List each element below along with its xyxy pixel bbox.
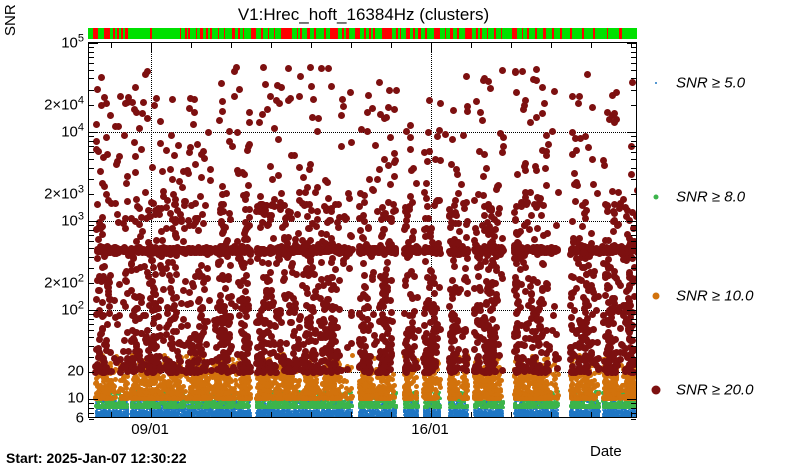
y-axis-label-exponent: 5 (78, 33, 84, 45)
status-bar-segment (396, 28, 398, 39)
status-bar-segment (188, 28, 189, 39)
status-bar-segment (364, 28, 366, 39)
status-bar-segment (465, 28, 473, 39)
y-axis-label: 6 (76, 410, 84, 427)
status-bar-segment (619, 28, 621, 39)
status-bar-segment (121, 28, 123, 39)
y-axis-label-exponent: 4 (78, 122, 84, 134)
y-axis-label-base: 2×10 (44, 275, 78, 292)
status-bar-segment (355, 28, 359, 39)
status-bar-segment (238, 28, 240, 39)
status-bar-segment (281, 28, 292, 39)
status-bar-segment (450, 28, 452, 39)
status-bar-segment (535, 28, 537, 39)
y-axis-label-base: 20 (67, 363, 84, 380)
status-bar-segment (418, 28, 420, 39)
plot-frame (88, 42, 637, 418)
status-bar-segment (434, 28, 441, 39)
status-bar-segment (480, 28, 482, 39)
status-bar-segment (185, 28, 187, 39)
status-bar-segment (274, 28, 275, 39)
status-bar-segment (425, 28, 427, 39)
status-bar-segment (501, 28, 503, 39)
status-bar-segment (346, 28, 349, 39)
status-bar-segment (206, 28, 208, 39)
y-axis-label: 2×102 (44, 273, 84, 292)
y-axis-label-exponent: 4 (78, 95, 84, 107)
status-bar-segment (200, 28, 203, 39)
status-bar-segment (113, 28, 115, 39)
status-bar-segment (324, 28, 326, 39)
status-bar-segment (150, 28, 152, 39)
status-bar-segment (104, 28, 109, 39)
status-bar-segment (297, 28, 299, 39)
y-axis-label: 105 (61, 33, 84, 52)
status-bar-segment (125, 28, 128, 39)
y-axis-label-base: 10 (61, 124, 78, 141)
status-bar-segment (607, 28, 609, 39)
y-axis-label: 103 (61, 211, 84, 230)
y-axis-label-base: 2×10 (44, 186, 78, 203)
y-axis-label-exponent: 2 (78, 300, 84, 312)
status-bar-segment (93, 28, 97, 39)
y-axis-label-base: 10 (61, 35, 78, 52)
y-axis-label-base: 10 (61, 302, 78, 319)
y-axis-label: 20 (67, 363, 84, 380)
status-bar-segment (527, 28, 529, 39)
status-bar-segment (369, 28, 371, 39)
status-bar-segment (268, 28, 270, 39)
y-axis-label: 102 (61, 300, 84, 319)
status-bar-segment (560, 28, 562, 39)
y-axis-label: 2×104 (44, 95, 84, 114)
status-bar-segment (330, 28, 339, 39)
y-axis-label-base: 10 (67, 390, 84, 407)
plot-canvas: V1:Hrec_hoft_16384Hz (clusters) SNR 105 2… (0, 0, 805, 472)
status-bar-segment (261, 28, 263, 39)
status-bar-segment (494, 28, 496, 39)
data-quality-status-bar (88, 28, 637, 39)
status-bar-segment (300, 28, 302, 39)
y-axis-label-exponent: 3 (78, 184, 84, 196)
status-bar-segment (232, 28, 235, 39)
y-axis-label: 104 (61, 122, 84, 141)
status-bar-segment (476, 28, 478, 39)
status-bar-segment (210, 28, 212, 39)
y-axis-label-base: 10 (61, 213, 78, 230)
y-axis-label-base: 2×10 (44, 97, 78, 114)
status-bar-segment (487, 28, 489, 39)
status-bar-segment (251, 28, 256, 39)
status-bar-segment (406, 28, 409, 39)
status-bar-segment (373, 28, 374, 39)
status-bar-segment (117, 28, 119, 39)
status-bar-segment (218, 28, 220, 39)
y-axis-title: SNR (2, 4, 19, 36)
status-bar-segment (457, 28, 459, 39)
status-bar-segment (243, 28, 244, 39)
status-bar-segment (582, 28, 584, 39)
y-axis-tick-labels: 105 2×104 104 2×103 103 2×102 102 20 10 6 (0, 42, 84, 418)
status-bar-segment (593, 28, 595, 39)
status-bar-segment (307, 28, 310, 39)
status-bar-segment (314, 28, 316, 39)
status-bar-segment (400, 28, 401, 39)
plot-area (89, 43, 636, 417)
page-title: V1:Hrec_hoft_16384Hz (clusters) (0, 5, 727, 25)
status-bar-segment (413, 28, 415, 39)
status-bar-segment (522, 28, 524, 39)
y-axis-label-exponent: 2 (78, 273, 84, 285)
y-axis-label: 10 (67, 390, 84, 407)
status-bar-segment (543, 28, 546, 39)
y-axis-label-base: 6 (76, 410, 84, 427)
status-bar-segment (180, 28, 181, 39)
status-bar-segment (445, 28, 447, 39)
status-bar-segment (512, 28, 517, 39)
status-bar-segment (552, 28, 554, 39)
y-axis-label: 2×103 (44, 184, 84, 203)
status-bar-segment (224, 28, 225, 39)
status-bar-segment (570, 28, 572, 39)
status-bar-segment (342, 28, 344, 39)
status-bar-segment (382, 28, 392, 39)
status-bar-segment (196, 28, 198, 39)
y-axis-label-exponent: 3 (78, 211, 84, 223)
